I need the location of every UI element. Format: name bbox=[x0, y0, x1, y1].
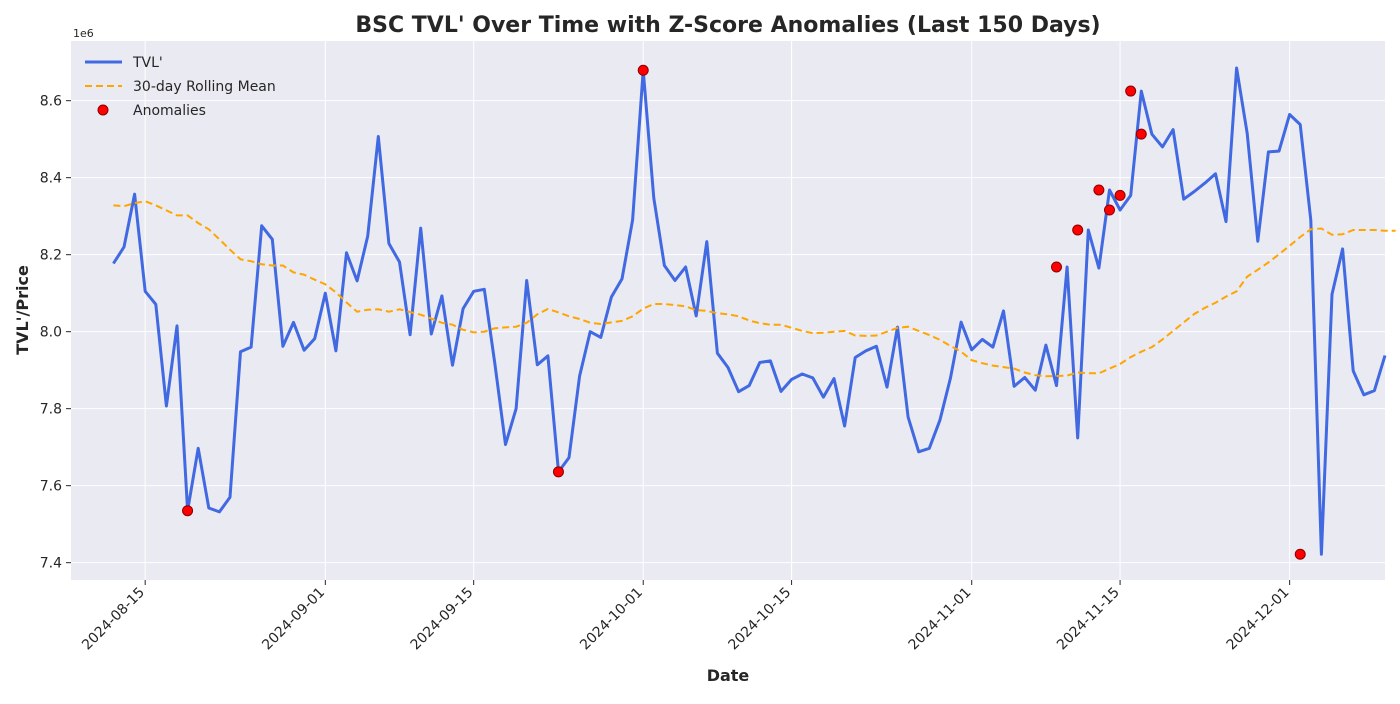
y-axis-ticks: 7.4 7.6 7.8 8.0 8.2 8.4 8.6 bbox=[40, 94, 71, 572]
plot-area bbox=[71, 41, 1385, 580]
y-tick-label: 7.4 bbox=[40, 556, 62, 572]
x-tick-label: 2024-09-15 bbox=[408, 585, 477, 654]
anomaly-point bbox=[552, 466, 564, 478]
y-tick-label: 7.6 bbox=[40, 479, 62, 495]
anomaly-point bbox=[1051, 261, 1062, 273]
x-axis-ticks: 2024-08-15 2024-09-01 2024-09-15 2024-10-01… bbox=[79, 580, 1292, 653]
x-tick-label: 2024-09-01 bbox=[259, 585, 328, 654]
y-axis-offset-label: 1e6 bbox=[73, 27, 94, 40]
legend-label-tvl: TVL' bbox=[132, 55, 163, 71]
x-tick-label: 2024-11-01 bbox=[906, 585, 975, 654]
anomaly-point bbox=[1114, 189, 1126, 201]
anomaly-point bbox=[1294, 548, 1306, 560]
chart-title: BSC TVL' Over Time with Z-Score Anomalie… bbox=[355, 13, 1100, 38]
legend-label-rolling-mean: 30-day Rolling Mean bbox=[133, 79, 276, 95]
legend-label-anomalies: Anomalies bbox=[133, 103, 206, 119]
series-line-tvl bbox=[112, 66, 1387, 556]
y-tick-label: 7.8 bbox=[40, 402, 62, 418]
series-line-rolling-mean bbox=[113, 200, 1396, 378]
y-tick-label: 8.6 bbox=[40, 94, 62, 110]
anomaly-point bbox=[1103, 204, 1115, 216]
anomaly-point bbox=[1093, 184, 1105, 196]
x-tick-label: 2024-08-15 bbox=[79, 585, 148, 654]
anomaly-point bbox=[182, 505, 194, 517]
y-tick-label: 8.0 bbox=[40, 325, 62, 341]
x-tick-label: 2024-11-15 bbox=[1054, 585, 1123, 654]
x-tick-label: 2024-10-15 bbox=[726, 585, 795, 654]
anomaly-point bbox=[1072, 224, 1084, 236]
anomaly-point bbox=[1135, 128, 1147, 140]
anomaly-point bbox=[637, 64, 649, 76]
legend: TVL' 30-day Rolling Mean Anomalies bbox=[85, 55, 276, 119]
series-layer bbox=[112, 64, 1396, 560]
y-tick-label: 8.2 bbox=[40, 248, 62, 264]
y-tick-label: 8.4 bbox=[40, 171, 62, 187]
x-tick-label: 2024-12-01 bbox=[1224, 585, 1293, 654]
anomaly-point bbox=[1125, 85, 1137, 97]
y-axis-label: TVL'/Price bbox=[13, 265, 32, 355]
legend-swatch-anomalies bbox=[97, 104, 109, 116]
x-tick-label: 2024-10-01 bbox=[577, 585, 646, 654]
x-axis-label: Date bbox=[707, 666, 750, 685]
